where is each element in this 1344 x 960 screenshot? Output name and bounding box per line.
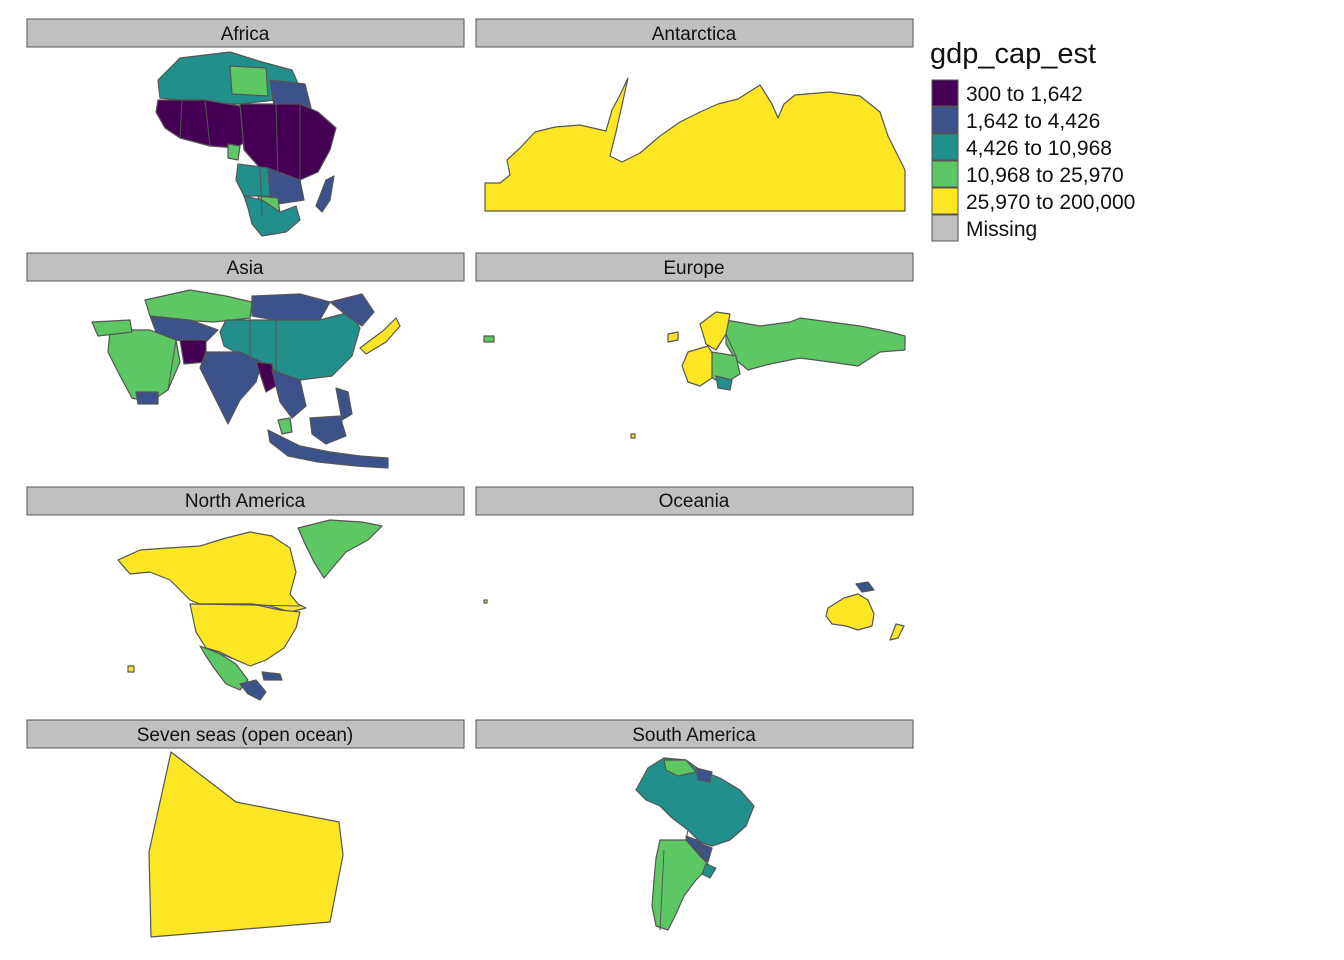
facet-strip-south-america bbox=[475, 719, 914, 749]
facet-label-antarctica: Antarctica bbox=[652, 24, 737, 45]
facet-antarctica: Antarctica bbox=[475, 18, 914, 212]
region-na-hawaii bbox=[127, 665, 135, 673]
legend-label: Missing bbox=[966, 218, 1037, 241]
legend-swatch bbox=[931, 187, 959, 215]
region-africa-west bbox=[155, 99, 249, 149]
legend-label: 25,970 to 200,000 bbox=[966, 191, 1135, 214]
region-asia-turkey bbox=[91, 319, 133, 337]
legend-swatch bbox=[931, 133, 959, 161]
region-oceania-new-guinea bbox=[855, 581, 875, 593]
legend-swatch bbox=[931, 79, 959, 107]
region-asia-southeast bbox=[271, 369, 307, 419]
region-na-central bbox=[239, 679, 267, 701]
region-asia-myanmar bbox=[255, 361, 277, 393]
legend-item: 25,970 to 200,000 bbox=[931, 187, 1135, 215]
legend-item: 10,968 to 25,970 bbox=[931, 160, 1124, 188]
region-asia-mongolia bbox=[251, 293, 331, 321]
facet-oceania: Oceania bbox=[475, 486, 914, 641]
legend-swatch bbox=[931, 106, 959, 134]
legend-item: 1,642 to 4,426 bbox=[931, 106, 1100, 134]
facet-seven-seas: Seven seas (open ocean) bbox=[26, 719, 465, 938]
region-europe-iceland bbox=[667, 331, 679, 343]
map-panel-europe bbox=[483, 311, 906, 439]
region-asia-malaysia bbox=[277, 417, 293, 435]
facet-label-seven-seas: Seven seas (open ocean) bbox=[137, 725, 354, 746]
region-africa-central-east bbox=[239, 103, 337, 181]
facet-label-europe: Europe bbox=[663, 258, 724, 279]
region-na-canada bbox=[117, 531, 307, 613]
region-asia-indonesia bbox=[267, 429, 389, 469]
facet-strip-africa bbox=[26, 18, 465, 48]
region-asia-middle-east bbox=[107, 329, 181, 403]
region-seven-seas bbox=[148, 751, 344, 938]
facet-strip-oceania bbox=[475, 486, 914, 516]
region-oceania-islet bbox=[483, 599, 488, 604]
region-na-caribbean bbox=[261, 671, 283, 681]
region-asia-philippines bbox=[335, 387, 353, 421]
legend-label: 300 to 1,642 bbox=[966, 83, 1083, 106]
region-asia-afghanistan bbox=[179, 339, 207, 365]
region-sa-guianas bbox=[695, 767, 713, 783]
region-europe-balkans bbox=[715, 375, 733, 391]
region-europe-western bbox=[681, 345, 717, 387]
facet-strip-asia bbox=[26, 252, 465, 282]
facet-label-oceania: Oceania bbox=[659, 491, 730, 512]
region-asia-korea-japan-east bbox=[329, 293, 375, 327]
region-asia-japan bbox=[359, 317, 401, 355]
legend-item: 300 to 1,642 bbox=[931, 79, 1083, 107]
region-antarctica bbox=[484, 77, 906, 212]
facet-europe: Europe bbox=[475, 252, 914, 439]
facet-label-south-america: South America bbox=[632, 725, 756, 746]
region-africa-south bbox=[243, 195, 301, 237]
map-panel-north-america bbox=[117, 519, 383, 701]
facet-strip-north-america bbox=[26, 486, 465, 516]
map-panel-asia bbox=[91, 289, 401, 469]
region-asia-india bbox=[199, 351, 263, 425]
facet-label-asia: Asia bbox=[227, 258, 264, 279]
region-asia-china bbox=[219, 311, 361, 381]
facet-south-america: South America bbox=[475, 719, 914, 931]
map-panel-south-america bbox=[635, 757, 755, 931]
region-oceania-new-zealand bbox=[889, 623, 905, 641]
region-sa-venezuela bbox=[663, 759, 697, 777]
region-asia-borneo bbox=[309, 415, 347, 445]
legend-item: 4,426 to 10,968 bbox=[931, 133, 1112, 161]
region-africa-madagascar bbox=[315, 175, 335, 213]
region-africa-southern-mid bbox=[267, 167, 305, 205]
facet-label-africa: Africa bbox=[221, 24, 270, 45]
map-panel-africa bbox=[155, 51, 337, 237]
region-europe-greenland-tip bbox=[483, 335, 495, 343]
region-oceania-australia bbox=[825, 593, 875, 631]
legend-swatch bbox=[931, 160, 959, 188]
region-na-mexico bbox=[199, 645, 249, 691]
region-asia-yemen bbox=[135, 391, 159, 405]
legend-title: gdp_cap_est bbox=[930, 38, 1096, 70]
facet-strip-antarctica bbox=[475, 18, 914, 48]
facet-north-america: North America bbox=[26, 486, 465, 701]
region-na-greenland bbox=[297, 519, 383, 579]
region-africa-angola bbox=[235, 163, 271, 197]
facet-label-north-america: North America bbox=[185, 491, 306, 512]
map-panel-antarctica bbox=[484, 77, 906, 212]
facet-asia: Asia bbox=[26, 252, 465, 469]
region-africa-gabon bbox=[227, 143, 241, 161]
map-panel-oceania bbox=[483, 581, 905, 641]
region-europe-island bbox=[630, 433, 636, 439]
region-sa-paraguay bbox=[699, 843, 713, 863]
map-panel-seven-seas bbox=[148, 751, 344, 938]
region-europe-russia bbox=[725, 317, 906, 371]
legend-label: 4,426 to 10,968 bbox=[966, 137, 1112, 160]
region-sa-north bbox=[635, 757, 755, 847]
legend-swatch bbox=[931, 214, 959, 242]
facet-strip-europe bbox=[475, 252, 914, 282]
facet-africa: Africa bbox=[26, 18, 465, 237]
legend: gdp_cap_est 300 to 1,642 1,642 to 4,426 … bbox=[930, 38, 1135, 242]
legend-item: Missing bbox=[931, 214, 1037, 242]
region-africa-libya bbox=[229, 65, 269, 97]
legend-label: 10,968 to 25,970 bbox=[966, 164, 1124, 187]
region-sa-uruguay bbox=[701, 863, 717, 879]
legend-label: 1,642 to 4,426 bbox=[966, 110, 1100, 133]
facet-strip-seven-seas bbox=[26, 719, 465, 749]
